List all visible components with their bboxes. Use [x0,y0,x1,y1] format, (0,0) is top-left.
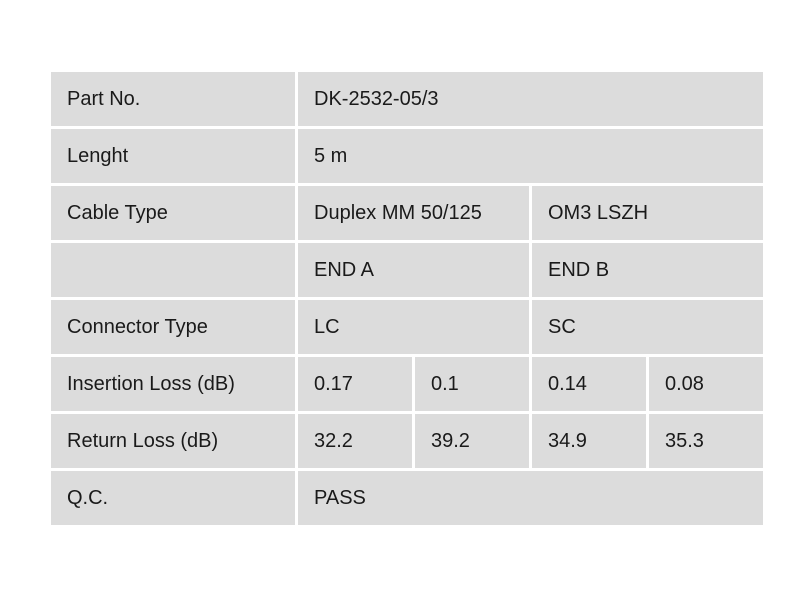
end-a-header: END A [298,243,529,297]
connector-type-label: Connector Type [51,300,295,354]
return-loss-a2: 39.2 [415,414,529,468]
row-cable-type: Cable Type Duplex MM 50/125 OM3 LSZH [51,186,764,240]
return-loss-b1: 34.9 [532,414,646,468]
insertion-loss-b1: 0.14 [532,357,646,411]
insertion-loss-a1: 0.17 [298,357,412,411]
cable-type-value-b: OM3 LSZH [532,186,764,240]
ends-label [51,243,295,297]
insertion-loss-label: Insertion Loss (dB) [51,357,295,411]
insertion-loss-b2: 0.08 [649,357,764,411]
cable-type-value-a: Duplex MM 50/125 [298,186,529,240]
qc-label: Q.C. [51,471,295,525]
connector-end-a: LC [298,300,529,354]
spec-table: Part No. DK-2532-05/3 Lenght 5 m Cable T… [48,69,766,528]
insertion-loss-a2: 0.1 [415,357,529,411]
return-loss-a1: 32.2 [298,414,412,468]
part-no-label: Part No. [51,72,295,126]
row-qc: Q.C. PASS [51,471,764,525]
row-length: Lenght 5 m [51,129,764,183]
return-loss-label: Return Loss (dB) [51,414,295,468]
return-loss-b2: 35.3 [649,414,764,468]
row-part-no: Part No. DK-2532-05/3 [51,72,764,126]
row-return-loss: Return Loss (dB) 32.2 39.2 34.9 35.3 [51,414,764,468]
length-value: 5 m [298,129,764,183]
length-label: Lenght [51,129,295,183]
end-b-header: END B [532,243,764,297]
connector-end-b: SC [532,300,764,354]
row-insertion-loss: Insertion Loss (dB) 0.17 0.1 0.14 0.08 [51,357,764,411]
part-no-value: DK-2532-05/3 [298,72,764,126]
spec-sheet: Part No. DK-2532-05/3 Lenght 5 m Cable T… [51,72,764,526]
qc-value: PASS [298,471,764,525]
row-ends: END A END B [51,243,764,297]
cable-type-label: Cable Type [51,186,295,240]
row-connector-type: Connector Type LC SC [51,300,764,354]
